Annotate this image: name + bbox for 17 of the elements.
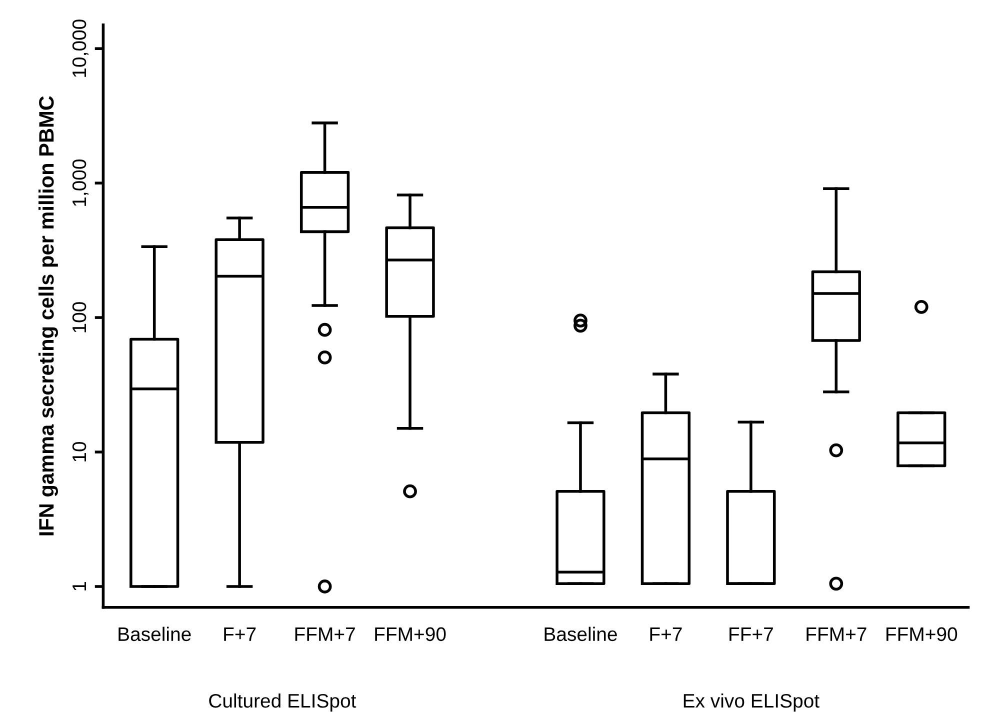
x-tick-label: F+7 bbox=[224, 627, 256, 641]
y-tick-label: 1,000 bbox=[72, 160, 88, 206]
y-tick-label: 10 bbox=[72, 442, 86, 462]
x-tick-label: FFM+90 bbox=[375, 627, 446, 642]
x-tick-label: F+7 bbox=[650, 627, 682, 641]
x-tick-label: FFM+7 bbox=[806, 627, 866, 641]
x-tick-label: FFM+90 bbox=[886, 627, 958, 642]
y-axis-title: IFN gamma secreting cells per million PBMC bbox=[38, 96, 58, 536]
x-tick-label: Baseline bbox=[118, 626, 191, 642]
y-tick-label: 1 bbox=[72, 582, 86, 590]
y-tick-label: 10,000 bbox=[72, 20, 88, 77]
text: Ex vivo ELISpot bbox=[684, 693, 820, 712]
y-tick-label: 100 bbox=[72, 302, 86, 332]
x-tick-label: FF+7 bbox=[730, 627, 773, 641]
x-tick-label: Baseline bbox=[544, 626, 617, 642]
x-tick-label: FFM+7 bbox=[295, 627, 355, 641]
text: Cultured ELISpot bbox=[209, 693, 356, 712]
